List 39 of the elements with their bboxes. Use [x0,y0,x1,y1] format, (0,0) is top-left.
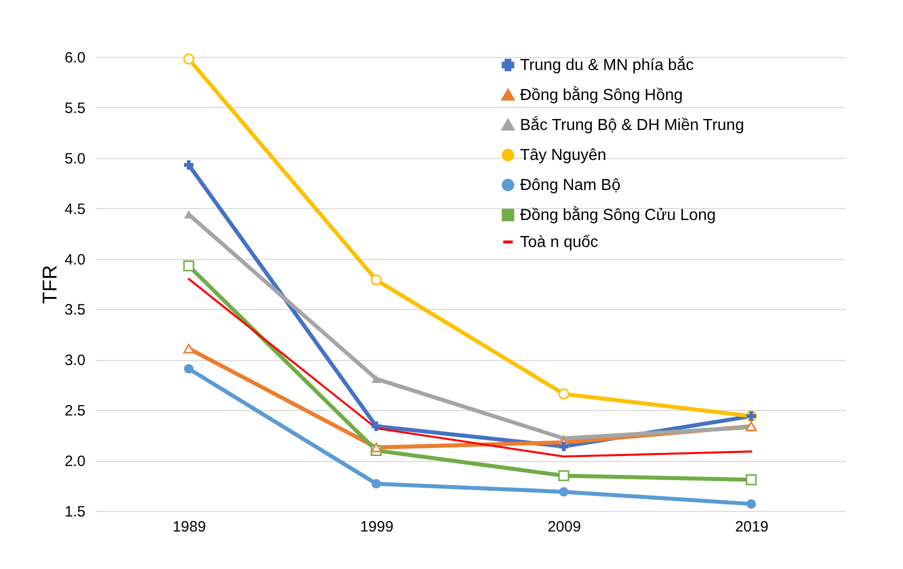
y-axis-title: TFR [40,265,62,304]
point [183,260,194,272]
point [184,160,194,170]
x-tick-label: 2009 [548,518,581,536]
x-tick-label: 2019 [735,518,768,536]
point [558,470,570,482]
point [372,479,381,488]
legend-label: Đông Nam Bộ [520,177,621,194]
point [559,487,568,497]
point [184,364,194,374]
y-tick-label: 1.5 [64,504,86,520]
y-tick-label: 6.0 [64,50,86,66]
point [370,442,382,452]
y-tick-label: 2.5 [64,402,86,420]
line-series [188,278,752,458]
legend-label: Đồng bằng Sông Hồng [520,86,683,104]
point [372,422,381,431]
point [372,374,381,383]
y-tick-label: 5.5 [64,100,86,117]
point [746,499,756,509]
y-tick-label: 3.0 [64,352,86,370]
point [183,54,194,64]
y-tick-label: 4.0 [64,251,86,268]
y-tick-label: 3.5 [64,302,86,319]
y-tick-label: 5.0 [64,150,86,168]
y-tick-label: 2.0 [64,453,86,470]
point [559,442,568,452]
x-tick-label: 1989 [172,518,206,536]
legend-label: Đồng bằng Sông Cửu Long [520,206,716,224]
y-tick-label: 4.5 [64,200,86,218]
legend-label: Tây Nguyên [520,147,606,164]
legend-label: Bắc Trung Bộ & DH Miền Trung [520,116,744,134]
legend-label: Trung du & MN phía bắc [520,56,694,74]
point [183,344,194,354]
legend-label: Toà n quốc [520,234,598,251]
point [746,474,757,486]
x-tick-label: 1999 [360,518,394,536]
point [370,274,382,286]
point [558,388,570,400]
